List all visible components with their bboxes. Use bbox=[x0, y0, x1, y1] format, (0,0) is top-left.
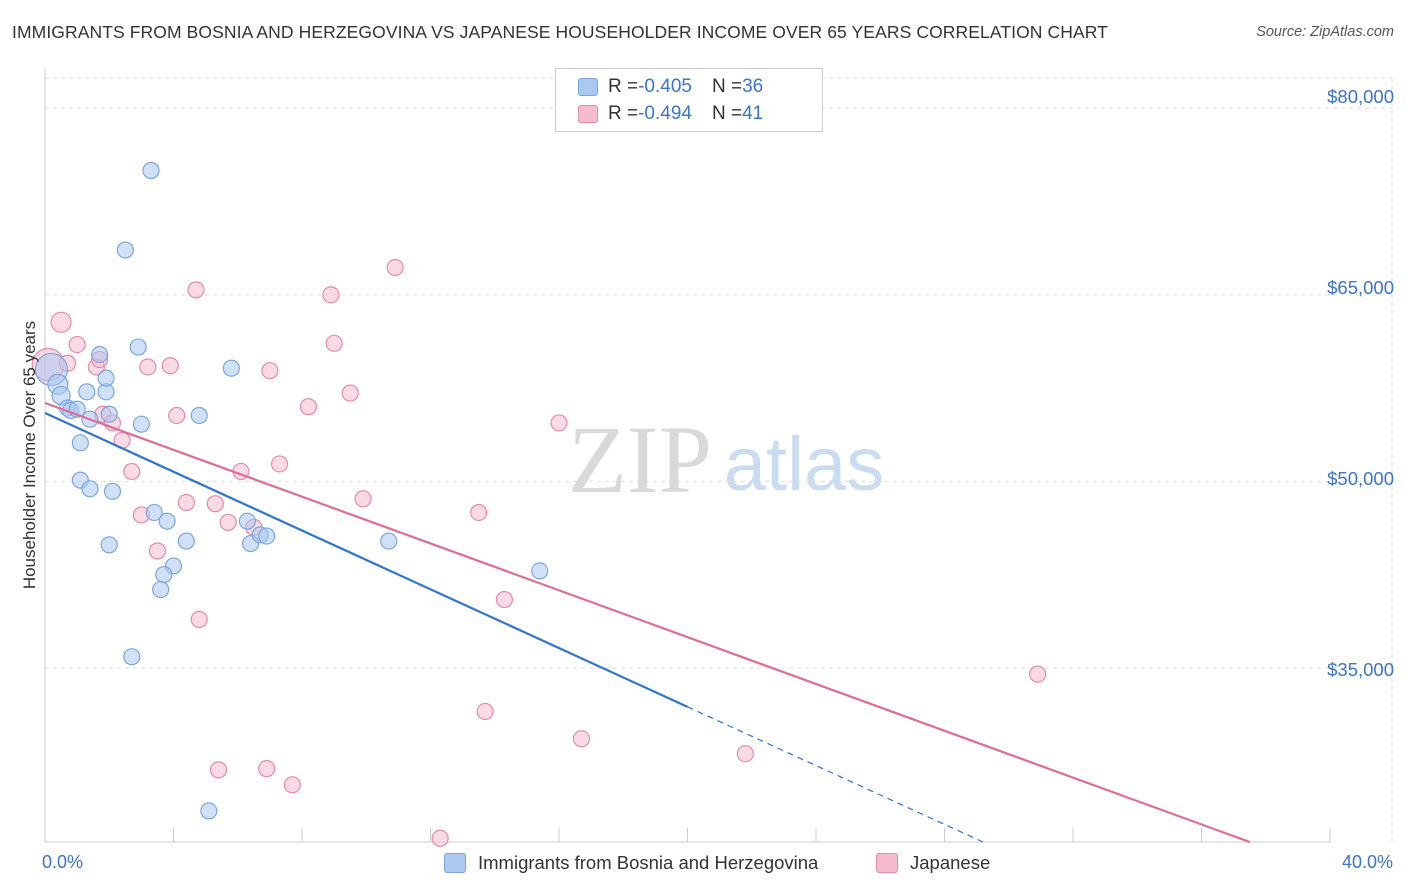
trend-line-japanese bbox=[44, 401, 1251, 844]
data-point bbox=[168, 406, 186, 425]
legend-swatch-blue bbox=[578, 78, 598, 96]
y-tick-label: $65,000 bbox=[1327, 277, 1394, 298]
x-tick-label-min: 0.0% bbox=[42, 852, 84, 872]
data-point bbox=[152, 580, 170, 599]
data-point bbox=[116, 241, 134, 259]
y-tick-label: $80,000 bbox=[1327, 86, 1394, 107]
y-tick-label: $35,000 bbox=[1327, 659, 1394, 680]
legend-r-label: R = bbox=[608, 76, 639, 97]
data-point bbox=[155, 566, 173, 584]
data-point bbox=[190, 610, 208, 629]
data-point bbox=[206, 495, 224, 513]
data-point bbox=[322, 286, 340, 304]
legend-r-value: -0.405 bbox=[638, 76, 692, 97]
legend-r-value: -0.494 bbox=[638, 103, 692, 124]
data-point bbox=[341, 384, 359, 402]
data-point bbox=[81, 480, 99, 498]
data-point bbox=[123, 648, 141, 666]
data-point bbox=[177, 532, 195, 550]
data-point bbox=[386, 258, 404, 277]
legend-n-label: N = bbox=[711, 103, 743, 124]
data-point bbox=[495, 590, 513, 609]
data-point bbox=[78, 383, 96, 401]
data-point bbox=[470, 503, 488, 522]
trend-line-bosnia bbox=[44, 411, 688, 708]
data-point bbox=[270, 455, 289, 473]
data-point bbox=[139, 358, 157, 376]
data-point bbox=[200, 802, 218, 820]
data-point bbox=[161, 357, 179, 375]
axes bbox=[44, 68, 1331, 843]
data-point bbox=[50, 311, 72, 333]
data-point bbox=[222, 359, 240, 377]
data-point bbox=[209, 761, 228, 779]
legend-r-label: R = bbox=[608, 103, 639, 124]
data-point bbox=[258, 760, 276, 778]
source-label: Source: ZipAtlas.com bbox=[1256, 24, 1394, 40]
trend-lines bbox=[44, 401, 1251, 844]
trend-line-bosnia-extension bbox=[687, 706, 984, 843]
data-point bbox=[91, 345, 109, 364]
data-point bbox=[261, 362, 279, 380]
data-point bbox=[736, 745, 754, 763]
data-point bbox=[177, 493, 195, 512]
data-point bbox=[1029, 665, 1047, 683]
data-point bbox=[476, 702, 494, 721]
y-axis-label: Householder Income Over 65 years bbox=[20, 320, 39, 590]
y-tick-label: $50,000 bbox=[1327, 468, 1394, 489]
legend-label: Immigrants from Bosnia and Herzegovina bbox=[478, 852, 819, 873]
chart-title: IMMIGRANTS FROM BOSNIA AND HERZEGOVINA V… bbox=[12, 22, 1108, 42]
data-point bbox=[132, 415, 150, 433]
data-point bbox=[550, 414, 568, 432]
watermark-zip: ZIP bbox=[568, 406, 712, 513]
watermark: ZIP atlas bbox=[568, 406, 884, 513]
legend-n-value: 36 bbox=[742, 76, 764, 97]
legend-item-bosnia: Immigrants from Bosnia and Herzegovina bbox=[444, 852, 818, 874]
data-point bbox=[103, 482, 122, 500]
data-point bbox=[258, 527, 276, 545]
legend-label: Japanese bbox=[910, 852, 991, 873]
series-bosnia-points bbox=[34, 161, 549, 820]
data-point bbox=[71, 434, 89, 452]
data-point bbox=[142, 161, 160, 180]
legend-swatch-blue bbox=[444, 853, 466, 873]
legend-n-label: N = bbox=[711, 76, 743, 97]
data-point bbox=[129, 338, 147, 356]
data-point bbox=[572, 730, 591, 748]
legend-item-japanese: Japanese bbox=[876, 852, 990, 874]
data-point bbox=[219, 513, 237, 532]
x-tick-label-max: 40.0% bbox=[1341, 852, 1393, 872]
legend-row-japanese: R = -0.494 N = 41 bbox=[578, 102, 763, 126]
data-point bbox=[97, 369, 115, 387]
data-point bbox=[283, 776, 301, 794]
data-point bbox=[187, 281, 205, 299]
data-point bbox=[299, 398, 318, 416]
data-point bbox=[123, 462, 141, 481]
legend-swatch-pink bbox=[876, 853, 898, 873]
grid-lines bbox=[45, 77, 1393, 842]
data-point bbox=[380, 532, 398, 550]
watermark-atlas: atlas bbox=[724, 422, 885, 507]
data-point bbox=[431, 829, 449, 847]
data-point bbox=[531, 562, 549, 580]
data-point bbox=[238, 512, 256, 530]
data-point bbox=[68, 335, 86, 354]
legend-row-bosnia: R = -0.405 N = 36 bbox=[578, 75, 763, 99]
data-point bbox=[158, 512, 176, 530]
data-point bbox=[100, 536, 118, 554]
legend-n-value: 41 bbox=[742, 103, 764, 124]
data-point bbox=[100, 405, 118, 423]
data-point bbox=[190, 406, 208, 425]
data-point bbox=[148, 542, 167, 560]
stats-legend: R = -0.405 N = 36 R = -0.494 N = 41 bbox=[555, 68, 823, 132]
data-point bbox=[354, 490, 372, 508]
legend-swatch-pink bbox=[578, 105, 598, 123]
data-point bbox=[325, 334, 343, 352]
series-japanese-points bbox=[31, 258, 1047, 847]
data-point bbox=[145, 503, 163, 522]
